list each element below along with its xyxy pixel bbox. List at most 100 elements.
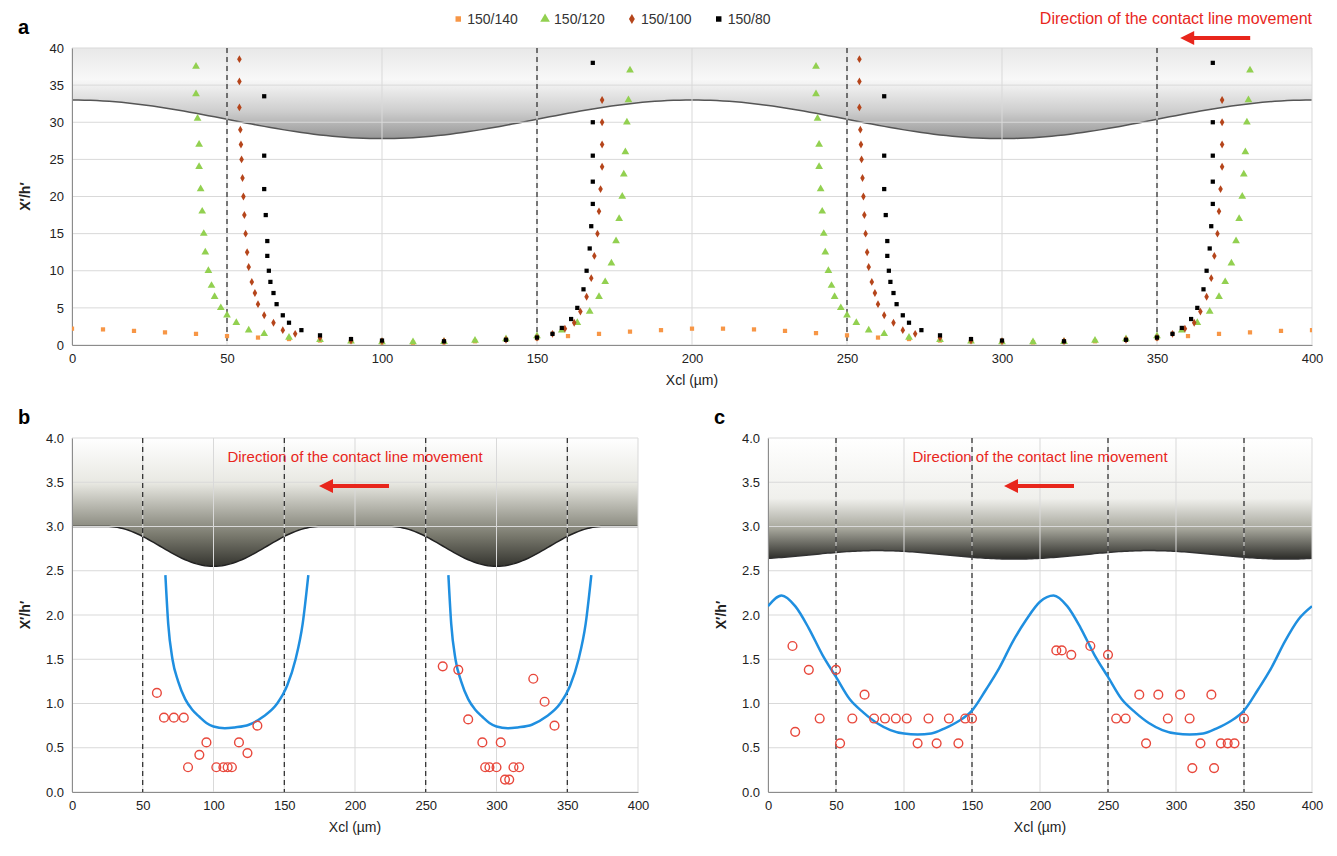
grid-line-y [72, 747, 638, 748]
point [132, 329, 136, 333]
point [1163, 714, 1172, 723]
point [515, 763, 524, 772]
point [1215, 292, 1223, 299]
y-tick-label: 0.5 [46, 740, 64, 755]
x-tick-label: 150 [962, 798, 984, 813]
point [566, 334, 570, 338]
point [1211, 61, 1215, 65]
point [600, 141, 605, 149]
point [1240, 170, 1248, 177]
point [287, 321, 291, 325]
point [237, 77, 242, 85]
point [1000, 337, 1005, 345]
point [271, 291, 275, 295]
point [1217, 332, 1221, 336]
point [1217, 207, 1222, 215]
x-axis-line [73, 792, 639, 793]
point [1204, 269, 1208, 273]
grid-line-x [72, 48, 73, 345]
point [866, 263, 871, 271]
point [529, 674, 538, 683]
point [569, 317, 573, 321]
point [597, 207, 602, 215]
y-tick: 15 [50, 226, 72, 241]
point [832, 666, 841, 675]
x-tick: 150 [527, 345, 549, 366]
point [902, 714, 911, 723]
grid-line-y [768, 438, 1312, 439]
point [615, 214, 623, 221]
y-tick-label: 3.0 [742, 519, 760, 534]
panel-label: a [18, 16, 30, 38]
y-axis-title: X′/h′ [713, 600, 729, 629]
x-tick: 300 [1166, 792, 1188, 813]
point [245, 248, 250, 256]
point [380, 338, 384, 342]
point [265, 254, 269, 258]
y-tick-label: 10 [50, 263, 64, 278]
point [891, 714, 900, 723]
point [876, 335, 880, 339]
point [1220, 163, 1225, 171]
point [876, 300, 881, 308]
y-axis-line [72, 439, 73, 793]
point [601, 277, 609, 284]
grid-line-y [72, 482, 638, 483]
x-tick: 400 [628, 792, 650, 813]
point [1238, 192, 1246, 199]
point [865, 326, 873, 333]
point [250, 278, 255, 286]
x-axis: 050100150200250300350400 [69, 792, 649, 813]
point [1185, 714, 1194, 723]
point [1189, 317, 1193, 321]
point [857, 77, 862, 85]
point [1211, 120, 1215, 124]
point [1124, 338, 1128, 342]
point [535, 334, 540, 342]
point [1180, 326, 1184, 330]
point [870, 278, 875, 286]
point [863, 230, 868, 238]
x-tick-label: 0 [765, 798, 772, 813]
point [815, 140, 823, 147]
point [550, 330, 555, 338]
point [591, 120, 595, 124]
y-tick-label: 1.5 [46, 652, 64, 667]
y-tick: 0.0 [742, 785, 768, 800]
point [885, 239, 889, 243]
x-tick-label: 50 [829, 798, 843, 813]
grid [72, 438, 638, 792]
x-tick: 300 [486, 792, 508, 813]
point [271, 319, 276, 327]
point [237, 55, 242, 63]
point [1220, 141, 1225, 149]
point [891, 291, 895, 295]
x-tick-label: 100 [894, 798, 916, 813]
x-tick-label: 350 [1147, 351, 1169, 366]
x-tick-label: 0 [69, 351, 76, 366]
point [584, 269, 588, 273]
point [891, 319, 896, 327]
point [1209, 224, 1213, 228]
point [815, 162, 823, 169]
point [281, 326, 286, 334]
y-tick-label: 2.5 [742, 563, 760, 578]
x-tick-label: 100 [203, 798, 225, 813]
legend-item: 150/120 [540, 11, 605, 27]
grid-line-y [768, 570, 1312, 571]
point [245, 326, 253, 333]
y-axis-title: X′/h′ [17, 182, 33, 211]
point [1211, 180, 1215, 184]
point [1170, 332, 1174, 336]
point [232, 318, 240, 325]
y-tick-label: 5 [57, 301, 64, 316]
point [540, 697, 549, 706]
legend-label: 150/100 [641, 11, 692, 27]
point [1220, 96, 1225, 104]
point [913, 330, 918, 338]
point [253, 289, 258, 297]
point [243, 230, 248, 238]
y-tick-label: 1.0 [742, 696, 760, 711]
point [262, 187, 266, 191]
y-tick-label: 2.0 [742, 608, 760, 623]
